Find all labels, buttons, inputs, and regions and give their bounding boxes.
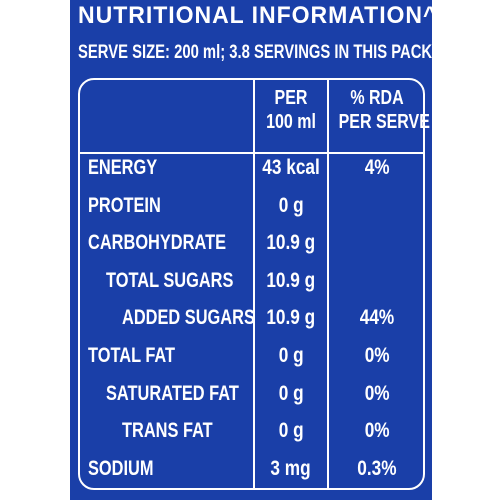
- nutrient-rda: 4%: [364, 156, 390, 179]
- header-per-line2: 100 ml: [266, 111, 316, 133]
- nutrient-rda-cell: 0%: [329, 341, 425, 371]
- nutrient-row: ENERGY 43 kcal 4%: [80, 153, 425, 183]
- nutrient-row: TRANS FAT 0 g 0%: [80, 416, 425, 446]
- nutrient-per-100ml-cell: 10.9 g: [255, 228, 327, 258]
- nutrient-per-100ml: 43 kcal: [262, 156, 320, 179]
- nutrient-name: ENERGY: [88, 156, 158, 179]
- nutrient-row: SATURATED FAT 0 g 0%: [80, 379, 425, 409]
- nutrient-per-100ml: 10.9 g: [266, 231, 316, 255]
- serve-size-text: SERVE SIZE: 200 ml; 3.8 SERVINGS IN THIS…: [78, 42, 432, 63]
- nutrition-table: PER 100 ml % RDA PER SERVE ENERGY 43 kcal…: [78, 78, 430, 490]
- nutrient-name: TOTAL FAT: [88, 344, 176, 367]
- nutrient-name: CARBOHYDRATE: [88, 231, 227, 255]
- nutrient-rda-cell: 0%: [329, 379, 425, 409]
- header-rda-per-serve: % RDA PER SERVE: [329, 86, 430, 134]
- nutrient-per-100ml: 0 g: [278, 381, 304, 405]
- nutrient-row: ADDED SUGARS 10.9 g 44%: [80, 303, 425, 333]
- nutrition-label-panel: NUTRITIONAL INFORMATION^ SERVE SIZE: 200…: [70, 0, 432, 500]
- nutrient-per-100ml-cell: 0 g: [255, 191, 327, 221]
- nutrient-row: TOTAL SUGARS 10.9 g: [80, 266, 425, 296]
- header-rda-line1: % RDA: [350, 87, 404, 109]
- nutrient-row: PROTEIN 0 g: [80, 191, 425, 221]
- nutrient-rda-cell: 44%: [329, 303, 425, 333]
- nutrient-rda: 0.3%: [357, 456, 397, 480]
- nutrient-row: TOTAL FAT 0 g 0%: [80, 341, 425, 371]
- nutrient-name: PROTEIN: [88, 193, 161, 217]
- nutrient-rda-cell: [329, 266, 425, 296]
- nutrient-row: CARBOHYDRATE 10.9 g: [80, 228, 425, 258]
- nutrient-name: SODIUM: [88, 456, 154, 480]
- nutrient-rda-cell: 0.3%: [329, 454, 425, 484]
- nutrient-rda-cell: 0%: [329, 416, 425, 446]
- nutrient-rda: 44%: [359, 306, 395, 330]
- header-per-line1: PER: [274, 87, 308, 109]
- nutrient-per-100ml-cell: 3 mg: [255, 454, 327, 484]
- nutrient-per-100ml: 10.9 g: [266, 306, 316, 330]
- nutrient-rda: 0%: [364, 381, 390, 405]
- header-per-100ml: PER 100 ml: [255, 86, 327, 134]
- nutrient-rda: 0%: [364, 419, 390, 443]
- nutrient-name: TOTAL SUGARS: [106, 268, 234, 292]
- column-divider-2: [327, 80, 329, 488]
- nutrient-per-100ml-cell: 0 g: [255, 379, 327, 409]
- header-divider: [80, 152, 423, 154]
- nutrient-per-100ml: 0 g: [278, 193, 304, 217]
- nutrient-name: TRANS FAT: [122, 419, 213, 443]
- nutrient-row: SODIUM 3 mg 0.3%: [80, 454, 425, 484]
- nutrient-per-100ml: 10.9 g: [266, 268, 316, 292]
- nutrient-per-100ml-cell: 10.9 g: [255, 303, 327, 333]
- nutrient-per-100ml: 0 g: [278, 344, 304, 367]
- header-rda-line2: PER SERVE: [338, 111, 430, 133]
- nutrient-per-100ml: 3 mg: [270, 456, 312, 480]
- nutrition-title: NUTRITIONAL INFORMATION^: [78, 2, 432, 29]
- nutrient-per-100ml-cell: 10.9 g: [255, 266, 327, 296]
- nutrient-rda-cell: [329, 228, 425, 258]
- column-divider-1: [253, 80, 255, 488]
- nutrient-per-100ml-cell: 43 kcal: [255, 153, 327, 183]
- nutrient-per-100ml-cell: 0 g: [255, 341, 327, 371]
- nutrient-per-100ml: 0 g: [278, 419, 304, 443]
- nutrient-per-100ml-cell: 0 g: [255, 416, 327, 446]
- nutrient-name: SATURATED FAT: [106, 381, 239, 405]
- nutrient-rda: 0%: [364, 344, 390, 367]
- nutrient-rda-cell: [329, 191, 425, 221]
- nutrient-rda-cell: 4%: [329, 153, 425, 183]
- nutrient-name: ADDED SUGARS: [122, 306, 255, 330]
